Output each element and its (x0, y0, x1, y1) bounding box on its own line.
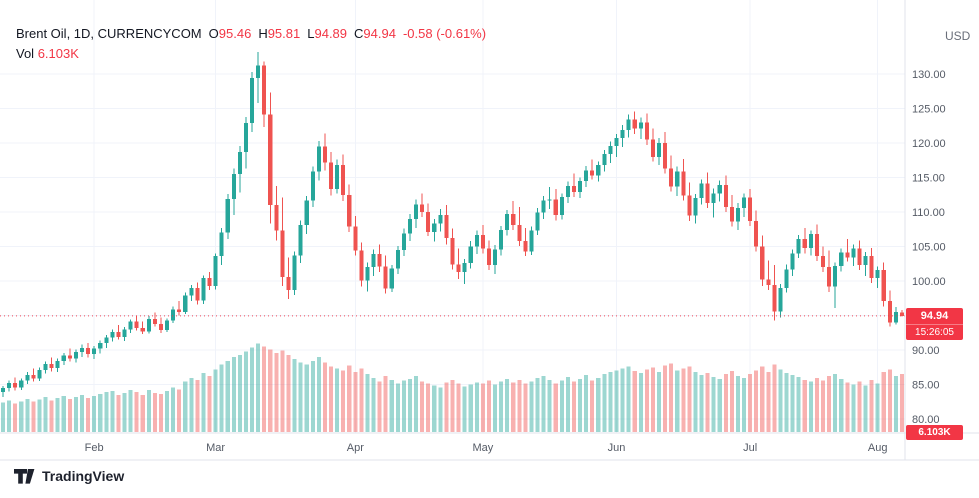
time-axis[interactable]: Feb Mar Apr May Jun Jul Aug (85, 442, 888, 454)
axis-separators (0, 0, 979, 461)
svg-text:Mar: Mar (206, 442, 225, 454)
grid-layer (0, 0, 905, 433)
close-label: C (354, 26, 364, 41)
svg-text:80.00: 80.00 (912, 414, 940, 426)
svg-text:May: May (472, 442, 493, 454)
svg-text:120.00: 120.00 (912, 138, 946, 150)
svg-text:Apr: Apr (347, 442, 364, 454)
high-value: 95.81 (267, 26, 301, 41)
svg-text:Jun: Jun (608, 442, 626, 454)
volume-axis-badge: 6.103K (906, 425, 963, 440)
last-price-badge: 94.94 15:26:05 (906, 308, 963, 340)
svg-text:110.00: 110.00 (912, 207, 945, 219)
svg-text:Jul: Jul (743, 442, 757, 454)
tradingview-logo-text: TradingView (42, 468, 125, 484)
svg-text:85.00: 85.00 (912, 380, 940, 392)
open-value: 95.46 (218, 26, 252, 41)
tradingview-logo-icon (14, 468, 35, 484)
high-label: H (258, 26, 268, 41)
svg-text:115.00: 115.00 (912, 173, 945, 185)
bar-countdown: 15:26:05 (906, 324, 963, 340)
svg-text:Aug: Aug (868, 442, 888, 454)
svg-text:105.00: 105.00 (912, 242, 946, 254)
svg-text:125.00: 125.00 (912, 104, 946, 116)
svg-text:Feb: Feb (85, 442, 104, 454)
price-axis[interactable]: 80.0085.0090.0095.00100.00105.00110.0011… (912, 69, 946, 426)
volume-label: Vol (16, 46, 35, 61)
currency-label: USD (945, 29, 971, 43)
tradingview-attribution[interactable]: TradingView (14, 468, 124, 484)
svg-text:90.00: 90.00 (912, 345, 940, 357)
chart-legend: Brent Oil, 1D, CURRENCYCOM O95.46 H95.81 L9… (16, 26, 486, 61)
candles-layer (1, 51, 904, 397)
change-value: -0.58 (-0.61%) (402, 26, 487, 41)
symbol-title[interactable]: Brent Oil, 1D, CURRENCYCOM (16, 26, 202, 41)
low-value: 94.89 (314, 26, 348, 41)
close-value: 94.94 (363, 26, 396, 41)
volume-layer (1, 343, 904, 432)
open-label: O (208, 26, 219, 41)
svg-text:130.00: 130.00 (912, 69, 946, 81)
svg-text:100.00: 100.00 (912, 276, 946, 288)
volume-value: 6.103K (37, 46, 79, 61)
last-price-value: 94.94 (920, 310, 949, 322)
low-label: L (307, 26, 315, 41)
